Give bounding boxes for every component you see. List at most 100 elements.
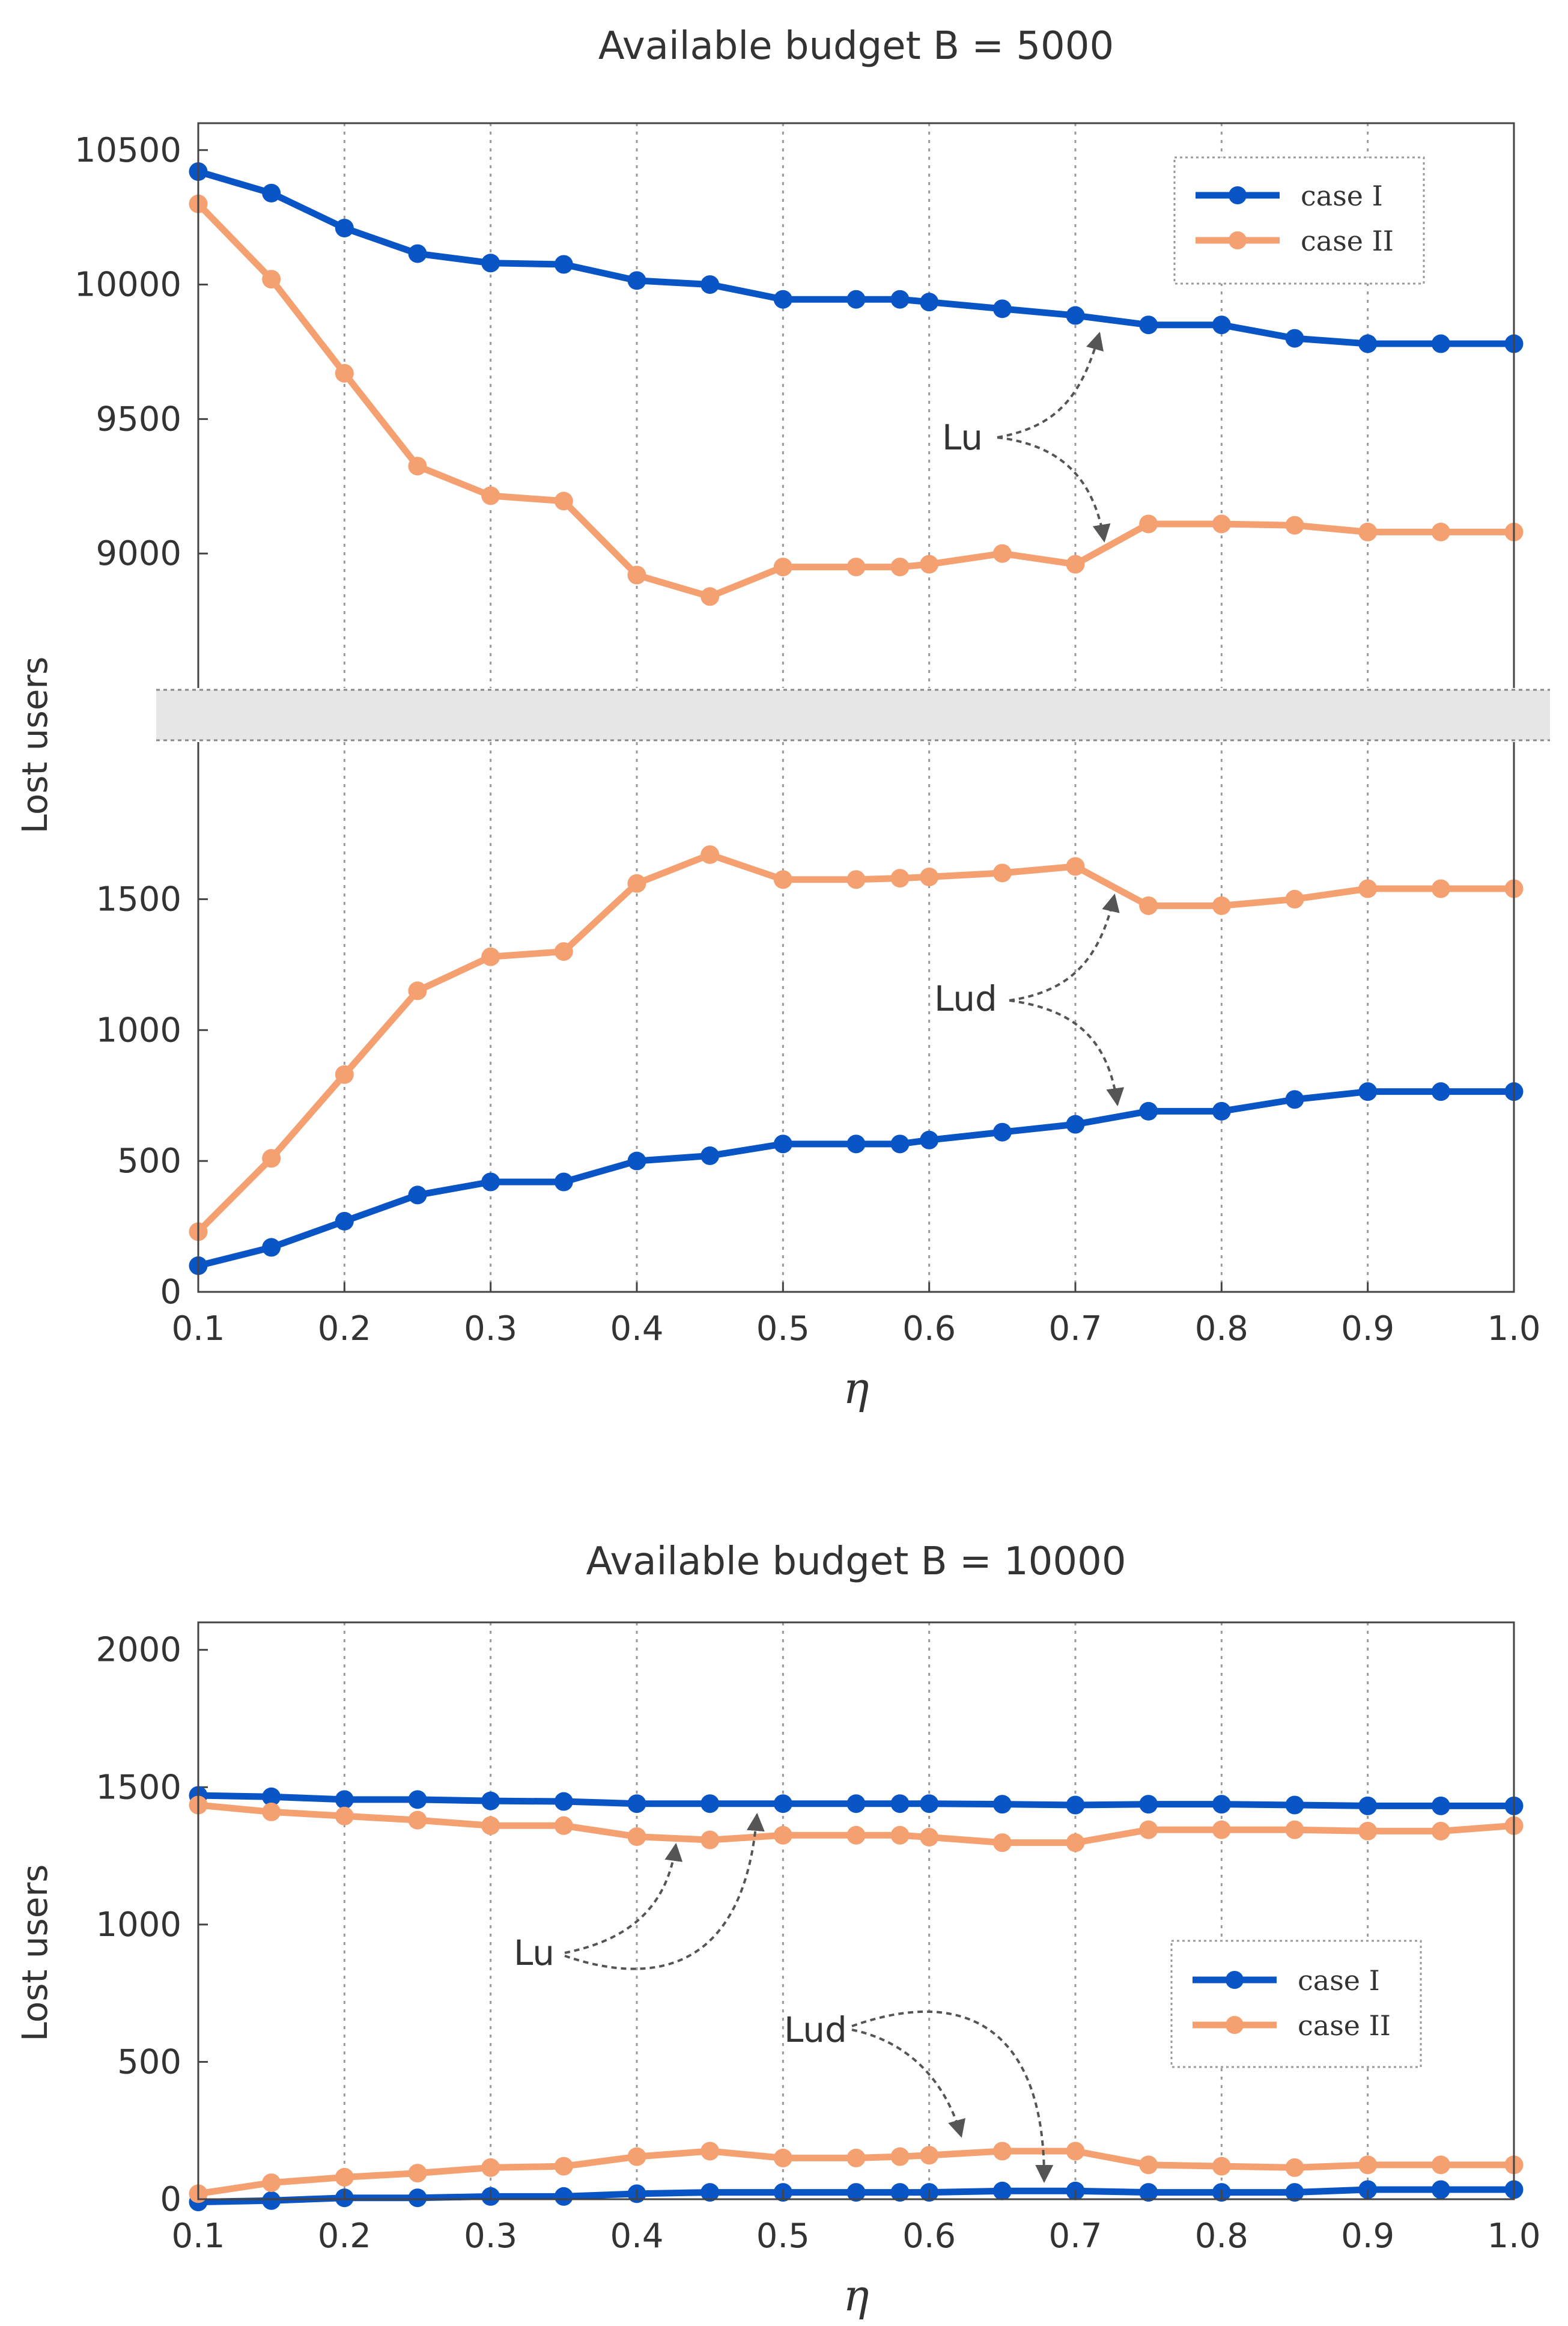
c2-point-2-18 [1431, 2180, 1450, 2199]
c2-point-3-3 [408, 2164, 427, 2183]
c2-series-line-0 [198, 1792, 1514, 1809]
x-tick-label: 0.4 [610, 2217, 663, 2256]
c2-point-1-10 [890, 1825, 910, 1845]
c1-upper-point-1-4 [481, 486, 500, 505]
c1-lower-point-0-3 [408, 1186, 427, 1205]
x-tick-label: 0.7 [1048, 1309, 1102, 1348]
c1-upper-point-1-11 [920, 555, 939, 574]
y-tick-label: 1500 [96, 880, 181, 919]
legend: case I case II [1170, 1940, 1422, 2068]
x-tick-label: 0.1 [171, 1309, 225, 1348]
c1-lower-point-0-1 [262, 1238, 281, 1257]
c2-point-3-14 [1139, 2155, 1158, 2175]
x-tick-label: 0.9 [1341, 1309, 1394, 1348]
c2-point-1-8 [773, 1825, 792, 1845]
c1-lower-point-0-10 [890, 1134, 910, 1154]
annotation-lud-label: Lud [784, 2009, 847, 2050]
c2-point-1-4 [481, 1816, 500, 1835]
c1-upper-point-0-16 [1285, 329, 1304, 348]
c2-point-3-4 [481, 2158, 500, 2177]
x-axis-label: η [843, 1363, 869, 1413]
annotation-lu-arrow-right [564, 1813, 765, 1970]
annotation-lu-arrow-lower [997, 436, 1111, 543]
annotation-lud-arrow-left [851, 2029, 965, 2138]
x-tick-label: 0.9 [1341, 2217, 1394, 2256]
c1-upper-point-0-17 [1358, 334, 1378, 353]
legend-box [1173, 156, 1425, 285]
c2-point-1-12 [992, 1833, 1012, 1853]
c2-point-3-7 [700, 2142, 720, 2161]
x-tick-label: 0.2 [318, 1309, 371, 1348]
y-tick-label: 9500 [96, 400, 181, 439]
y-tick-label: 0 [160, 1273, 181, 1312]
legend-label-case-II: case II [1301, 225, 1394, 257]
chart-budget-10000: Available budget B = 10000 Lost users η … [14, 1539, 1541, 2321]
annotation-lud-arrow-upper [1009, 894, 1120, 1002]
c2-point-0-14 [1139, 1795, 1158, 1814]
c2-point-1-2 [335, 1806, 354, 1825]
c1-upper-point-0-5 [554, 255, 573, 274]
c2-point-2-10 [890, 2183, 910, 2202]
c2-point-3-12 [992, 2142, 1012, 2161]
c1-lower-point-1-1 [262, 1149, 281, 1168]
c1-upper-point-1-12 [992, 544, 1012, 563]
c1-lower-point-1-18 [1431, 879, 1450, 898]
c2-point-2-1 [262, 2191, 281, 2210]
c1-lower-point-0-2 [335, 1211, 354, 1231]
c1-upper-point-1-10 [890, 558, 910, 577]
c1-lower-point-0-9 [846, 1134, 866, 1154]
y-tick-label: 500 [117, 1142, 181, 1181]
x-tick-label: 0.4 [610, 1309, 663, 1348]
annotation-lu-label: Lu [514, 1932, 555, 1973]
legend-marker-case-II [1229, 231, 1247, 249]
c1-lower-point-0-11 [920, 1130, 939, 1149]
c2-series-line-1 [198, 1801, 1515, 1846]
c1-lower-point-0-18 [1431, 1082, 1450, 1101]
legend-label-case-II: case II [1298, 2009, 1391, 2042]
c1-lower-point-1-16 [1285, 889, 1304, 909]
annotation-lu: Lu [942, 332, 1111, 543]
c1-lower-point-1-5 [554, 942, 573, 961]
c2-point-0-2 [335, 1790, 354, 1809]
c2-point-0-15 [1212, 1795, 1231, 1814]
c1-upper-point-1-16 [1285, 516, 1304, 535]
annotation-lu-arrow-upper [997, 332, 1104, 439]
c1-upper-point-0-7 [700, 275, 720, 294]
c2-series-line-3 [198, 2148, 1514, 2197]
c1-upper-point-0-9 [846, 290, 866, 309]
c1-lower-point-1-12 [992, 863, 1012, 883]
axis-break [156, 689, 1550, 741]
c2-point-1-5 [554, 1816, 573, 1835]
c1-lower-point-0-12 [992, 1122, 1012, 1142]
legend: case I case II [1173, 156, 1425, 285]
c2-point-1-9 [846, 1825, 866, 1845]
c1-upper-point-0-14 [1139, 315, 1158, 335]
c1-upper-point-1-5 [554, 492, 573, 511]
c1-upper-point-1-18 [1431, 522, 1450, 541]
c2-point-2-14 [1139, 2183, 1158, 2202]
x-tick-label: 0.3 [464, 1309, 517, 1348]
c2-point-3-15 [1212, 2157, 1231, 2176]
annotation-lud-label: Lud [934, 978, 997, 1019]
c1-lower-point-0-8 [773, 1134, 792, 1154]
c1-upper-point-0-12 [992, 299, 1012, 318]
y-tick-label: 1500 [96, 1768, 181, 1807]
c1-lower-point-0-5 [554, 1172, 573, 1192]
c2-point-1-6 [627, 1827, 646, 1846]
annotation-lu: Lu [514, 1813, 765, 1973]
x-tick-label: 0.8 [1195, 2217, 1248, 2256]
y-tick-label: 1000 [96, 1011, 181, 1050]
x-tick-label: 0.6 [902, 2217, 956, 2256]
y-axis-label: Lost users [14, 657, 55, 834]
c2-point-0-13 [1066, 1795, 1085, 1815]
upper-panel: 9000 9500 10000 10500 [74, 122, 1524, 688]
x-tick-label: 0.8 [1195, 1309, 1248, 1348]
x-tick-label: 0.2 [318, 2217, 371, 2256]
c2-point-3-9 [846, 2148, 866, 2167]
c1-lower-point-1-3 [408, 981, 427, 1000]
c2-point-0-18 [1431, 1796, 1450, 1815]
c1-lower-point-1-6 [627, 874, 646, 893]
c1-upper-point-1-3 [408, 457, 427, 476]
c1-upper-point-0-11 [920, 293, 939, 312]
lower-panel-frame [197, 742, 1515, 1293]
